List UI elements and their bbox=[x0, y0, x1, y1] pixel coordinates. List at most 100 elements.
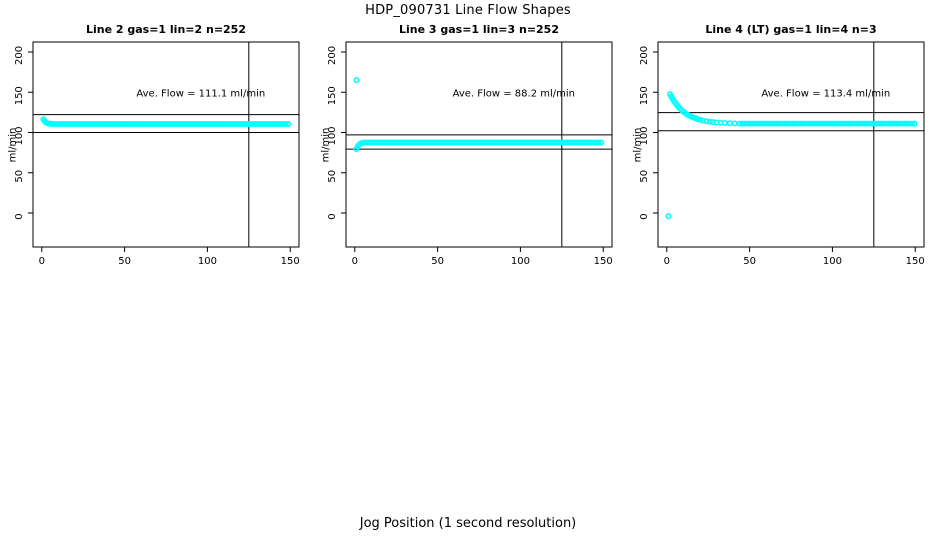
subplot-title: Line 2 gas=1 lin=2 n=252 bbox=[85, 23, 246, 36]
x-tick-label: 100 bbox=[823, 256, 842, 267]
data-point bbox=[550, 139, 557, 146]
data-point bbox=[49, 120, 56, 127]
y-tick-label: 0 bbox=[327, 213, 338, 219]
data-point bbox=[821, 120, 828, 127]
data-point bbox=[86, 120, 93, 127]
data-point bbox=[70, 120, 77, 127]
data-point bbox=[478, 139, 485, 146]
y-tick-label: 50 bbox=[14, 170, 25, 183]
data-point bbox=[173, 120, 180, 127]
data-point bbox=[771, 120, 778, 127]
y-tick-label: 150 bbox=[327, 86, 338, 105]
data-point bbox=[866, 120, 873, 127]
data-point bbox=[665, 213, 672, 220]
data-point bbox=[163, 120, 170, 127]
data-point bbox=[845, 120, 852, 127]
data-point bbox=[792, 120, 799, 127]
data-point bbox=[264, 120, 271, 127]
data-point bbox=[221, 120, 228, 127]
x-tick-label: 150 bbox=[281, 256, 300, 267]
data-point bbox=[425, 139, 432, 146]
data-point bbox=[112, 120, 119, 127]
x-tick-label: 50 bbox=[743, 256, 756, 267]
data-point bbox=[205, 120, 212, 127]
data-point bbox=[526, 139, 533, 146]
data-point bbox=[726, 120, 733, 127]
data-point bbox=[59, 120, 66, 127]
data-point bbox=[882, 120, 889, 127]
y-tick-label: 50 bbox=[327, 170, 338, 183]
data-point bbox=[428, 139, 435, 146]
x-tick-label: 100 bbox=[511, 256, 530, 267]
data-point bbox=[834, 120, 841, 127]
data-point bbox=[574, 139, 581, 146]
data-point bbox=[741, 120, 748, 127]
data-point bbox=[547, 139, 554, 146]
data-point bbox=[595, 139, 602, 146]
y-tick-label: 100 bbox=[327, 126, 338, 145]
data-point bbox=[115, 120, 122, 127]
data-point bbox=[908, 120, 915, 127]
data-point bbox=[900, 120, 907, 127]
data-point bbox=[473, 139, 480, 146]
data-point bbox=[837, 120, 844, 127]
data-point bbox=[75, 120, 82, 127]
data-point bbox=[850, 120, 857, 127]
data-point bbox=[553, 139, 560, 146]
data-point bbox=[590, 139, 597, 146]
data-point bbox=[261, 120, 268, 127]
data-point bbox=[402, 139, 409, 146]
data-point bbox=[494, 139, 501, 146]
data-point bbox=[120, 120, 127, 127]
data-point bbox=[65, 120, 72, 127]
data-point bbox=[808, 120, 815, 127]
data-point bbox=[545, 139, 552, 146]
data-point bbox=[569, 139, 576, 146]
data-point bbox=[218, 120, 225, 127]
data-point bbox=[365, 139, 372, 146]
data-point bbox=[449, 139, 456, 146]
plot-area-line2: 0 50 100 150 200 0 50 100 150 Ave. Flow = 111.1 m… bbox=[14, 41, 300, 267]
data-point bbox=[211, 120, 218, 127]
data-point bbox=[776, 120, 783, 127]
data-point bbox=[242, 120, 249, 127]
data-point bbox=[110, 120, 117, 127]
data-point bbox=[181, 120, 188, 127]
data-point bbox=[81, 120, 88, 127]
x-tick-label: 0 bbox=[352, 256, 358, 267]
plot-area-line3: 0 50 100 150 200 0 50 100 150 Ave. Flow = 88.2 ml… bbox=[327, 41, 613, 267]
data-point bbox=[226, 120, 233, 127]
data-point bbox=[508, 139, 515, 146]
plot-box bbox=[657, 41, 925, 248]
data-point bbox=[396, 139, 403, 146]
data-point bbox=[826, 120, 833, 127]
data-point bbox=[747, 120, 754, 127]
data-point bbox=[818, 120, 825, 127]
data-point bbox=[558, 139, 565, 146]
data-point bbox=[258, 120, 265, 127]
data-point bbox=[516, 139, 523, 146]
data-point bbox=[887, 120, 894, 127]
data-point bbox=[160, 120, 167, 127]
data-point bbox=[579, 139, 586, 146]
data-point bbox=[136, 120, 143, 127]
data-point bbox=[195, 120, 202, 127]
data-point bbox=[386, 139, 393, 146]
data-point bbox=[423, 139, 430, 146]
y-tick-label: 100 bbox=[14, 126, 25, 145]
data-point bbox=[234, 120, 241, 127]
x-axis-shared-label: Jog Position (1 second resolution) bbox=[359, 516, 577, 531]
data-point bbox=[760, 120, 767, 127]
data-point bbox=[250, 120, 257, 127]
data-point bbox=[152, 120, 159, 127]
data-point bbox=[524, 139, 531, 146]
plot-box bbox=[32, 41, 300, 248]
x-tick-label: 0 bbox=[39, 256, 45, 267]
data-point bbox=[505, 139, 512, 146]
data-point bbox=[587, 139, 594, 146]
data-point bbox=[598, 139, 605, 146]
data-point bbox=[757, 120, 764, 127]
y-tick-label: 200 bbox=[327, 46, 338, 65]
data-point bbox=[703, 118, 710, 125]
data-point bbox=[375, 139, 382, 146]
